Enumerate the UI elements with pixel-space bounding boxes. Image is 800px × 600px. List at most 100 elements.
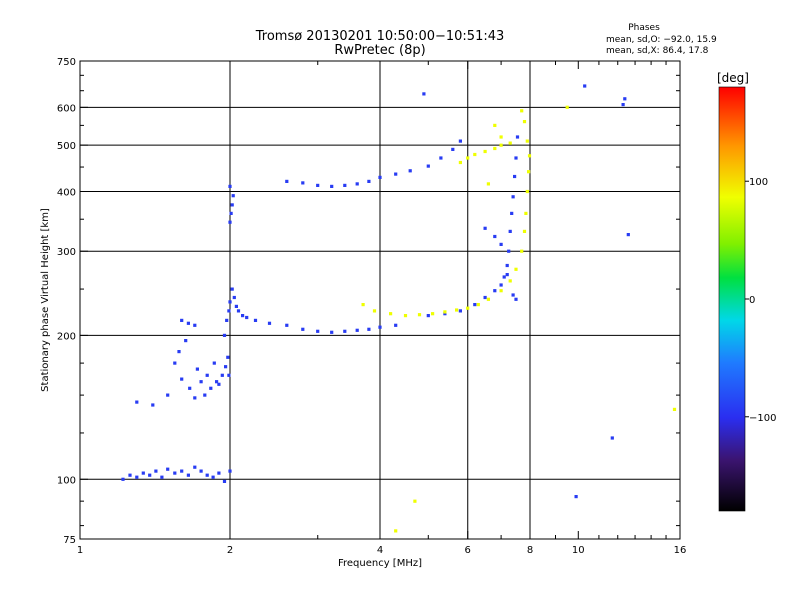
x-tick-label: 6 — [465, 545, 471, 556]
o-mode-point — [443, 312, 447, 316]
o-mode-point — [199, 469, 203, 473]
o-mode-point — [199, 380, 203, 384]
x-mode-point — [565, 105, 569, 109]
o-mode-point — [184, 339, 188, 343]
o-mode-point — [128, 473, 132, 477]
o-mode-point — [483, 226, 487, 230]
data-points — [121, 84, 677, 533]
o-mode-point — [186, 321, 190, 325]
o-mode-point — [231, 194, 235, 198]
o-mode-point — [458, 139, 462, 143]
o-mode-point — [621, 103, 625, 107]
x-mode-point — [520, 109, 524, 113]
x-mode-point — [483, 149, 487, 154]
o-mode-point — [228, 300, 232, 304]
o-mode-point — [177, 350, 181, 354]
o-mode-point — [180, 377, 184, 381]
o-mode-point — [245, 315, 249, 320]
o-mode-point — [173, 361, 177, 365]
y-tick-label: 200 — [57, 331, 76, 342]
o-mode-point — [230, 287, 234, 291]
o-mode-point — [232, 295, 236, 300]
o-mode-point — [236, 309, 241, 313]
x-mode-point — [394, 529, 398, 533]
colorbar-tick-label: 0 — [749, 295, 755, 306]
o-mode-point — [151, 403, 155, 407]
o-mode-point — [301, 181, 305, 185]
o-mode-point — [209, 386, 213, 390]
o-mode-point — [316, 329, 320, 333]
x-mode-point — [372, 309, 377, 313]
o-mode-point — [394, 323, 398, 327]
o-mode-point — [225, 318, 229, 322]
o-mode-point — [228, 184, 232, 188]
o-mode-point — [228, 220, 232, 224]
o-mode-point — [228, 469, 232, 473]
o-mode-point — [355, 328, 359, 332]
x-axis-ticks: 1 2 4 6 8 10 16 — [77, 61, 686, 556]
o-mode-point — [205, 473, 209, 477]
chart-subtitle: RwPretec (8p) — [334, 43, 425, 58]
o-mode-point — [148, 473, 152, 477]
o-mode-point — [426, 164, 430, 168]
o-mode-point — [483, 295, 487, 300]
y-tick-label: 500 — [57, 141, 76, 152]
y-tick-label: 100 — [57, 475, 76, 486]
o-mode-point — [285, 179, 289, 183]
o-mode-point — [499, 283, 503, 287]
o-mode-point — [514, 297, 518, 301]
o-mode-point — [610, 436, 614, 440]
x-axis-label: Frequency [MHz] — [338, 558, 422, 569]
o-mode-point — [458, 309, 462, 313]
o-mode-point — [626, 233, 630, 237]
o-mode-point — [505, 273, 509, 277]
x-tick-label: 4 — [377, 545, 383, 556]
o-mode-point — [166, 467, 170, 471]
y-tick-label: 75 — [63, 535, 76, 546]
phase-o-stats: mean, sd,O: −92.0, 15.9 — [606, 35, 717, 45]
o-mode-point — [367, 179, 371, 183]
x-mode-point — [413, 499, 417, 503]
chart-title: Tromsø 20130201 10:50:00−10:51:43 — [255, 29, 505, 44]
x-mode-point — [455, 308, 459, 312]
o-mode-point — [508, 229, 512, 233]
o-mode-point — [378, 325, 382, 329]
y-tick-label: 400 — [57, 187, 76, 198]
o-mode-point — [217, 382, 221, 386]
x-tick-label: 1 — [77, 545, 83, 556]
o-mode-point — [355, 182, 359, 186]
x-mode-point — [524, 211, 528, 215]
o-mode-point — [229, 211, 233, 215]
o-mode-point — [408, 169, 412, 173]
o-mode-point — [135, 400, 139, 404]
x-mode-point — [466, 306, 470, 310]
x-mode-point — [514, 267, 518, 271]
o-mode-point — [141, 471, 145, 475]
o-mode-point — [203, 393, 207, 397]
o-mode-point — [173, 471, 177, 475]
o-mode-point — [574, 495, 578, 499]
y-tick-label: 750 — [57, 57, 76, 68]
o-mode-point — [253, 318, 258, 322]
colorbar-tick-label: 100 — [749, 177, 768, 188]
x-mode-point — [431, 312, 435, 316]
x-mode-point — [361, 303, 365, 307]
colorbar — [719, 87, 745, 511]
o-mode-point — [493, 234, 497, 239]
x-mode-point — [473, 152, 477, 157]
o-mode-point — [502, 275, 506, 279]
o-mode-point — [212, 361, 216, 365]
grid-lines — [80, 61, 680, 539]
x-mode-point — [499, 289, 503, 293]
colorbar-unit: [deg] — [717, 71, 749, 85]
o-mode-point — [222, 333, 227, 337]
o-mode-point — [330, 184, 334, 188]
o-mode-point — [473, 303, 477, 307]
y-axis-label: Stationary phase Virtual Height [km] — [40, 208, 51, 392]
o-mode-point — [511, 293, 515, 297]
o-mode-point — [426, 314, 430, 318]
o-mode-point — [510, 211, 514, 215]
o-mode-point — [160, 475, 164, 479]
x-mode-point — [499, 135, 503, 139]
